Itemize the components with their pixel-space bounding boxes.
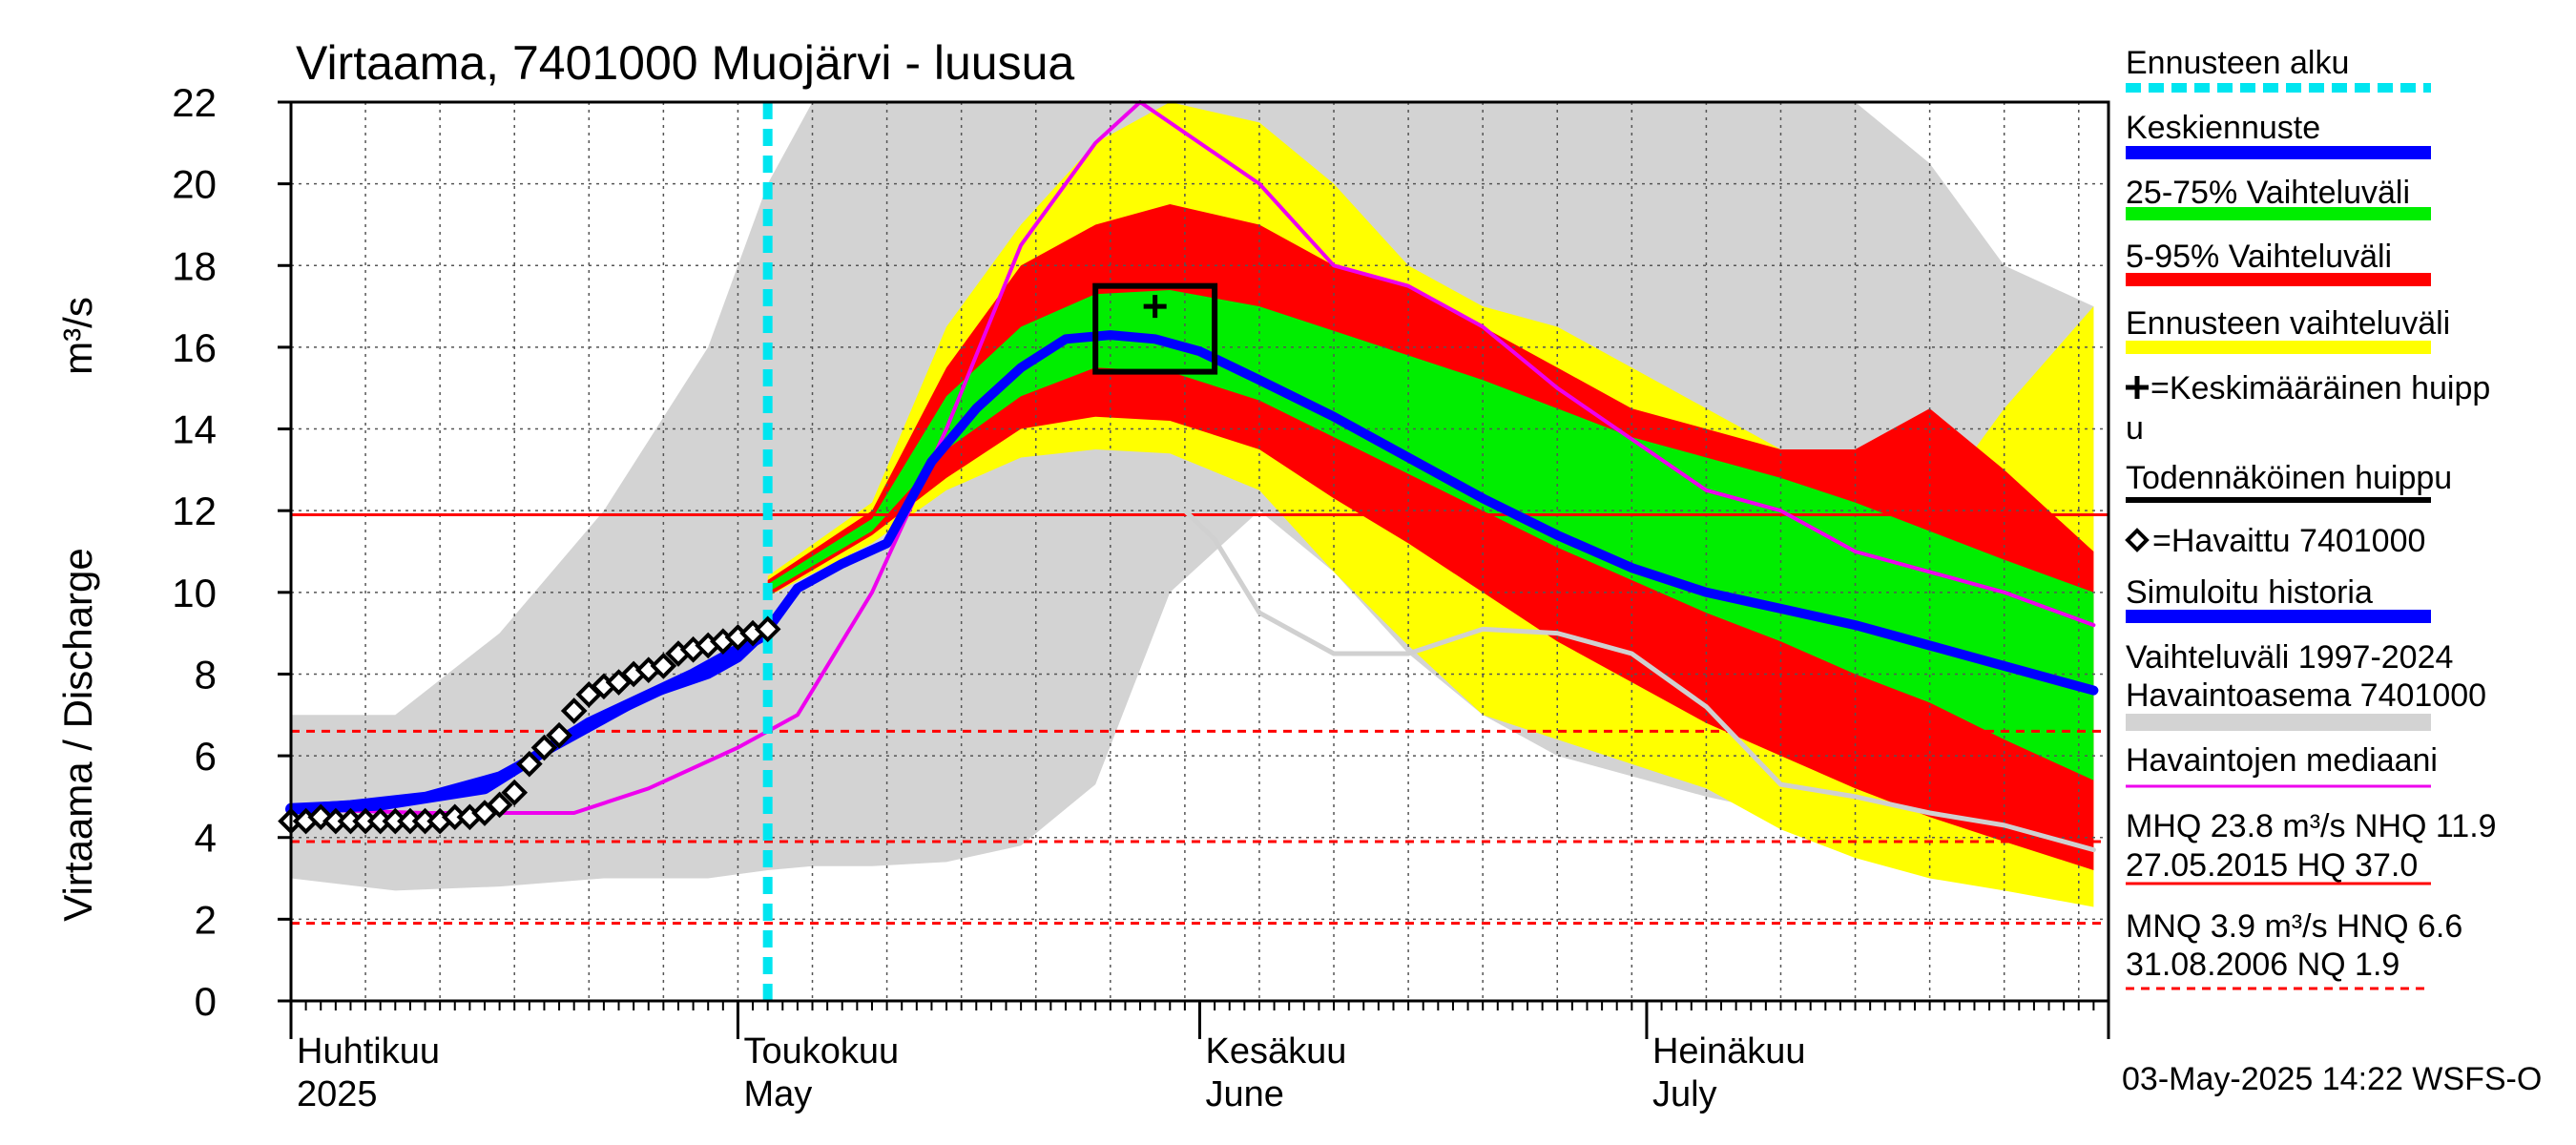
legend-label: 25-75% Vaihteluväli <box>2126 175 2410 211</box>
legend-label: MNQ 3.9 m³/s HNQ 6.6 <box>2126 908 2462 945</box>
observed-point <box>516 750 543 778</box>
legend-label: Ennusteen alku <box>2126 45 2349 81</box>
y-tick-label: 18 <box>172 243 217 288</box>
legend-label: Simuloitu historia <box>2126 574 2373 611</box>
observed-point <box>754 615 781 643</box>
y-tick-label: 2 <box>195 897 217 942</box>
y-tick-label: 16 <box>172 325 217 370</box>
legend-label: u <box>2126 410 2144 447</box>
y-tick-label: 22 <box>172 80 217 125</box>
chart-title: Virtaama, 7401000 Muojärvi - luusua <box>296 36 1074 90</box>
legend-label: Vaihteluväli 1997-2024 <box>2126 639 2453 676</box>
legend-label: Havaintojen mediaani <box>2126 742 2438 779</box>
y-tick-label: 6 <box>195 734 217 779</box>
x-month-sublabel: 2025 <box>297 1074 378 1114</box>
median-line <box>289 100 2096 815</box>
legend-label: Havaintoasema 7401000 <box>2126 677 2486 714</box>
observed-point <box>546 721 572 749</box>
legend-label: MHQ 23.8 m³/s NHQ 11.9 <box>2126 808 2497 844</box>
x-month-label: Heinäkuu <box>1652 1031 1806 1072</box>
y-axis: 0 2 4 6 8 10 12 14 16 18 20 22 <box>172 80 291 1024</box>
footer-timestamp: 03-May-2025 14:22 WSFS-O <box>2122 1061 2542 1097</box>
observed-point <box>486 791 513 819</box>
x-month-sublabel: May <box>743 1074 812 1114</box>
x-month-label: Toukokuu <box>743 1031 899 1072</box>
observed-point <box>530 734 558 761</box>
y-axis-label: Virtaama / Discharge <box>55 548 100 921</box>
y-tick-label: 20 <box>172 162 217 207</box>
y-tick-label: 14 <box>172 407 217 452</box>
legend-label: Ennusteen vaihteluväli <box>2126 305 2450 342</box>
plot-area <box>278 100 2110 1003</box>
x-month-sublabel: June <box>1206 1074 1284 1114</box>
legend-label: 27.05.2015 HQ 37.0 <box>2126 847 2418 884</box>
legend-label: =Keskimääräinen huipp <box>2150 370 2490 406</box>
y-tick-label: 4 <box>195 816 217 861</box>
x-month-label: Kesäkuu <box>1206 1031 1347 1072</box>
x-month-label: Huhtikuu <box>297 1031 440 1072</box>
legend-symbol-diamond <box>2125 528 2150 552</box>
legend: Ennusteen alku Keskiennuste 25-75% Vaihtel… <box>2125 45 2497 990</box>
station-line <box>1182 508 2096 853</box>
mean-forecast-line <box>286 330 2099 814</box>
y-tick-label: 8 <box>195 652 217 697</box>
x-month-sublabel: July <box>1652 1074 1717 1114</box>
legend-symbol-plus <box>2126 376 2149 399</box>
y-tick-label: 0 <box>195 979 217 1024</box>
legend-label: 31.08.2006 NQ 1.9 <box>2126 947 2399 983</box>
legend-label: Todennäköinen huippu <box>2126 460 2452 496</box>
observed-point <box>501 779 529 806</box>
mean-peak-marker <box>1143 295 1167 319</box>
observed-point <box>650 653 677 679</box>
legend-label: Keskiennuste <box>2126 110 2320 146</box>
probable-peak-box <box>1092 282 1218 375</box>
observed-point <box>560 697 588 724</box>
y-tick-label: 10 <box>172 571 217 615</box>
legend-label: =Havaittu 7401000 <box>2152 523 2425 559</box>
y-axis-unit: m³/s <box>55 297 100 375</box>
legend-label: 5-95% Vaihteluväli <box>2126 239 2392 275</box>
y-tick-label: 12 <box>172 489 217 533</box>
